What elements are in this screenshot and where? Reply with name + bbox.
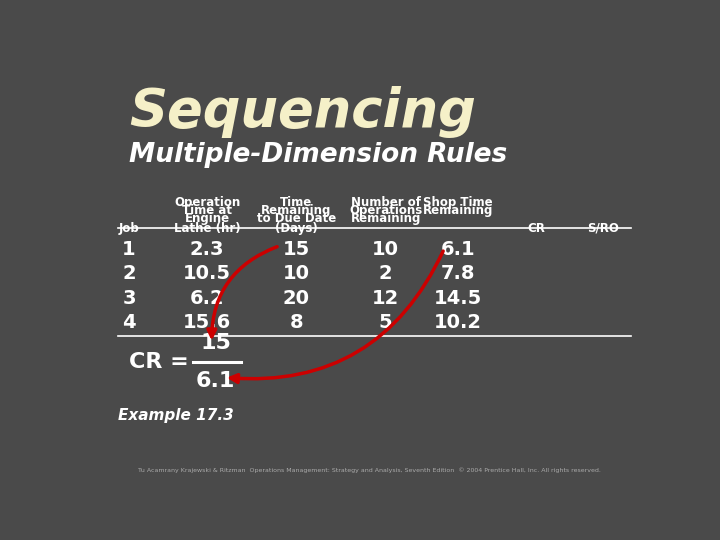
Text: 14.5: 14.5 [434,288,482,307]
Text: 6.1: 6.1 [441,240,476,259]
Text: 15: 15 [283,240,310,259]
Text: 1: 1 [122,240,136,259]
Text: Remaining: Remaining [351,212,421,225]
Text: CR =: CR = [129,352,197,372]
Text: to Due Date: to Due Date [257,212,336,225]
Text: Operation: Operation [174,196,240,209]
Text: 15.6: 15.6 [183,313,231,332]
Text: 10: 10 [372,240,399,259]
Text: 10.5: 10.5 [183,265,231,284]
Text: 6.1: 6.1 [196,371,235,391]
Text: 20: 20 [283,288,310,307]
Text: Remaining: Remaining [261,204,332,217]
Text: 2: 2 [379,265,392,284]
Text: (Days): (Days) [275,222,318,235]
Text: Sequencing: Sequencing [129,85,476,138]
Text: 12: 12 [372,288,400,307]
Text: S/RO: S/RO [588,222,619,235]
Text: 15: 15 [200,333,231,353]
Text: Time: Time [280,196,312,209]
Text: Job: Job [119,222,140,235]
Text: 3: 3 [122,288,136,307]
Text: Remaining: Remaining [423,204,493,217]
Text: 8: 8 [289,313,303,332]
Text: 5: 5 [379,313,392,332]
Text: Shop Time: Shop Time [423,196,493,209]
Text: CR: CR [528,222,545,235]
Text: Operations: Operations [349,204,423,217]
Text: 7.8: 7.8 [441,265,475,284]
Text: 10.2: 10.2 [434,313,482,332]
Text: Lathe (hr): Lathe (hr) [174,222,240,235]
Text: Engine: Engine [184,212,230,225]
Text: Multiple-Dimension Rules: Multiple-Dimension Rules [129,141,508,168]
Text: Time at: Time at [182,204,232,217]
Text: Example 17.3: Example 17.3 [118,408,234,423]
Text: 2: 2 [122,265,136,284]
Text: 4: 4 [122,313,136,332]
Text: 2.3: 2.3 [190,240,225,259]
Text: 6.2: 6.2 [190,288,225,307]
Text: 10: 10 [283,265,310,284]
Text: Tu Acamrany Krajewski & Ritzman  Operations Management: Strategy and Analysis, S: Tu Acamrany Krajewski & Ritzman Operatio… [138,468,600,473]
Text: Number of: Number of [351,196,420,209]
